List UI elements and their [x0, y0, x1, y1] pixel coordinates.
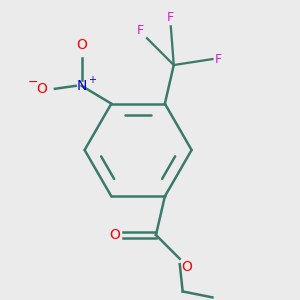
Text: N: N — [76, 79, 87, 93]
Text: O: O — [37, 82, 47, 96]
Text: O: O — [76, 38, 87, 52]
Text: −: − — [27, 76, 38, 89]
Text: F: F — [215, 52, 222, 66]
Text: F: F — [167, 11, 174, 24]
Text: +: + — [88, 75, 96, 85]
Text: O: O — [110, 228, 120, 242]
Text: F: F — [136, 24, 143, 37]
Text: O: O — [181, 260, 192, 274]
